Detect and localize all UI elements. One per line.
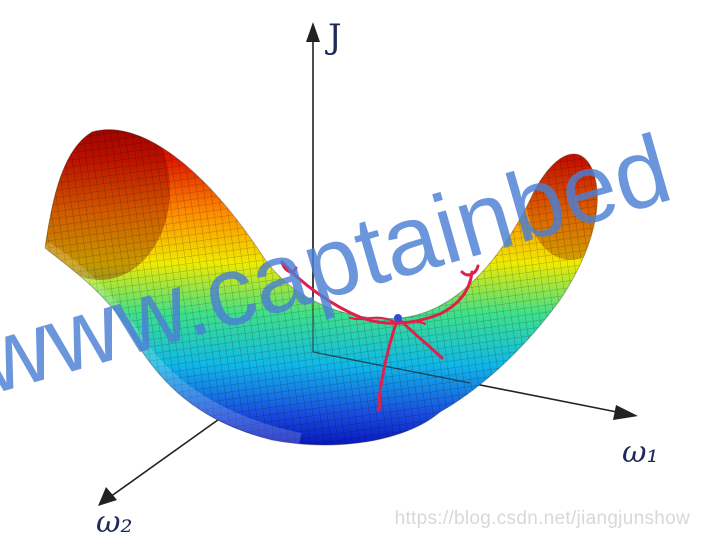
j-axis-label: J (325, 17, 342, 57)
path-ridge-right (460, 264, 480, 277)
path-descent-down (376, 316, 400, 412)
path-descent-side (396, 316, 444, 360)
w1-axis-front (312, 351, 471, 384)
gradient-descent-paths (280, 260, 480, 412)
saddle-point-marker (394, 314, 402, 322)
w2-axis-label: ω₂ (96, 505, 133, 540)
path-along-valley (280, 260, 474, 325)
path-fuzz (349, 316, 426, 325)
path-ridge-left (280, 260, 298, 274)
w1-axis-arrowhead (613, 405, 638, 420)
source-watermark: https://blog.csdn.net/jiangjunshow (394, 508, 690, 529)
j-axis-arrowhead (306, 22, 320, 42)
w1-axis-label: ω₁ (622, 435, 659, 470)
w2-axis-arrowhead (98, 487, 117, 506)
